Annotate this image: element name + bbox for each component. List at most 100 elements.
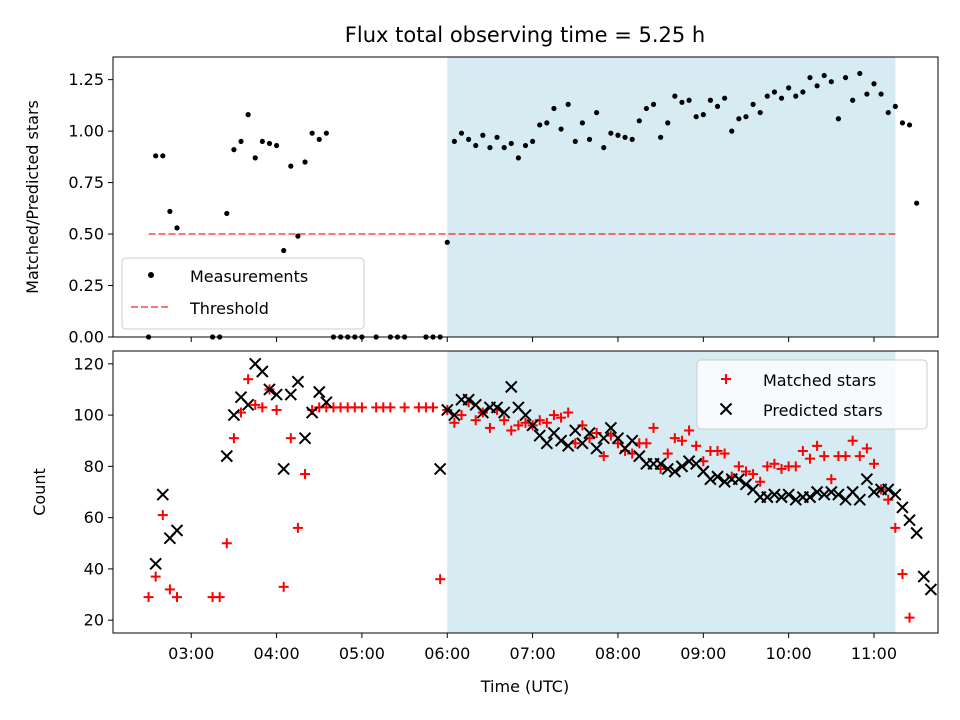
matched-star-point: [548, 410, 559, 421]
predicted-star-point: [476, 406, 490, 419]
bottom-legend: Matched stars Predicted stars: [696, 359, 928, 430]
measurement-point: [323, 130, 329, 136]
matched-star-point: [250, 399, 261, 410]
predicted-star-point: [320, 396, 333, 409]
matched-star-point: [847, 435, 858, 446]
measurement-point: [679, 99, 685, 105]
measurement-point: [601, 144, 607, 151]
legend-matched-marker: [721, 374, 731, 384]
bottom-y-tick-label: 60: [84, 508, 104, 527]
top-y-axis-label: Matched/Predicted stars: [23, 100, 42, 294]
predicted-star-point: [910, 526, 923, 540]
matched-star-point: [684, 425, 695, 436]
measurement-point: [665, 120, 671, 126]
measurement-point: [892, 103, 898, 110]
matched-star-point: [214, 592, 225, 603]
matched-star-point: [776, 463, 787, 474]
matched-star-point: [541, 417, 552, 428]
matched-star-point: [563, 407, 574, 418]
predicted-star-point: [711, 470, 724, 483]
matched-star-point: [804, 453, 815, 464]
matched-star-point: [172, 592, 183, 603]
legend-predicted-symbol: [719, 402, 733, 416]
predicted-star-point: [263, 383, 276, 396]
predicted-star-point: [604, 421, 618, 435]
matched-star-point: [641, 438, 652, 449]
top-axes-frame: [112, 56, 939, 338]
predicted-star-point: [661, 462, 674, 476]
predicted-star-point: [561, 439, 575, 453]
measurement-point: [273, 142, 280, 149]
predicted-star-point: [284, 388, 298, 401]
measurement-point: [174, 225, 180, 231]
bottom-marks: [143, 357, 938, 623]
measurement-point: [295, 233, 301, 239]
matched-star-point: [271, 404, 282, 415]
predicted-star-point: [896, 501, 909, 514]
measurement-point: [515, 155, 521, 161]
matched-star-point: [506, 425, 517, 436]
legend-matched-label: Matched stars: [763, 371, 876, 390]
matched-star-point: [292, 522, 303, 533]
measurement-point: [530, 138, 536, 145]
measurement-point: [252, 155, 258, 161]
measurement-point: [224, 210, 230, 217]
bottom-legend-box: [696, 359, 928, 430]
predicted-star-point: [433, 462, 447, 476]
top-legend-box: [121, 257, 365, 330]
matched-star-point: [733, 461, 744, 472]
measurement-point: [572, 138, 578, 145]
measurement-point: [608, 130, 614, 136]
predicted-star-point: [519, 408, 532, 422]
bottom-axes-frame: [112, 350, 939, 634]
predicted-star-point: [462, 393, 475, 406]
legend-predicted-marker: [719, 402, 733, 416]
predicted-star-point: [597, 431, 610, 445]
matched-star-point: [719, 448, 730, 459]
matched-star-point: [648, 422, 659, 433]
measurement-point: [594, 109, 600, 116]
top-marks: [145, 70, 920, 340]
top-y-tick-label: 0.00: [68, 328, 104, 347]
matched-star-point: [812, 440, 823, 451]
predicted-star-point: [256, 365, 269, 378]
bottom-x-tick-label: 10:00: [766, 644, 812, 663]
matched-star-point: [897, 569, 908, 580]
measurement-point: [672, 93, 678, 99]
matched-star-point: [499, 415, 510, 426]
legend-predicted-label: Predicted stars: [763, 401, 883, 420]
predicted-star-point: [625, 434, 639, 447]
top-y-tick-label: 0.75: [68, 173, 104, 192]
measurement-point: [466, 136, 472, 142]
predicted-star-point: [576, 437, 589, 450]
measurement-point: [686, 97, 692, 103]
bottom-y-axis-label: Count: [30, 468, 49, 516]
top-x-axis: [190, 337, 875, 342]
measurement-point: [714, 103, 721, 110]
measurement-point: [800, 89, 806, 95]
measurement-point: [579, 120, 585, 126]
measurement-point: [458, 130, 465, 136]
matched-star-point: [243, 374, 254, 385]
matched-star-point: [762, 461, 773, 472]
measurement-point: [778, 95, 785, 101]
measurement-point: [736, 116, 742, 122]
measurement-point: [835, 116, 842, 122]
measurement-point: [814, 83, 820, 89]
matched-star-point: [356, 402, 367, 413]
measurement-point: [850, 97, 856, 103]
predicted-star-point: [241, 398, 255, 412]
predicted-star-point: [775, 490, 788, 504]
predicted-star-point: [448, 408, 461, 422]
predicted-star-point: [654, 457, 667, 471]
measurement-point: [558, 126, 564, 132]
measurement-point: [622, 134, 628, 140]
top-y-axis: 0.00 0.25 0.50 0.75 1.00 1.25: [68, 70, 113, 347]
matched-star-point: [740, 466, 751, 477]
matched-star-point: [278, 581, 289, 592]
measurement-point: [871, 81, 877, 87]
measurement-point: [885, 109, 891, 116]
matched-star-point: [399, 402, 410, 413]
matched-star-point: [861, 443, 872, 454]
